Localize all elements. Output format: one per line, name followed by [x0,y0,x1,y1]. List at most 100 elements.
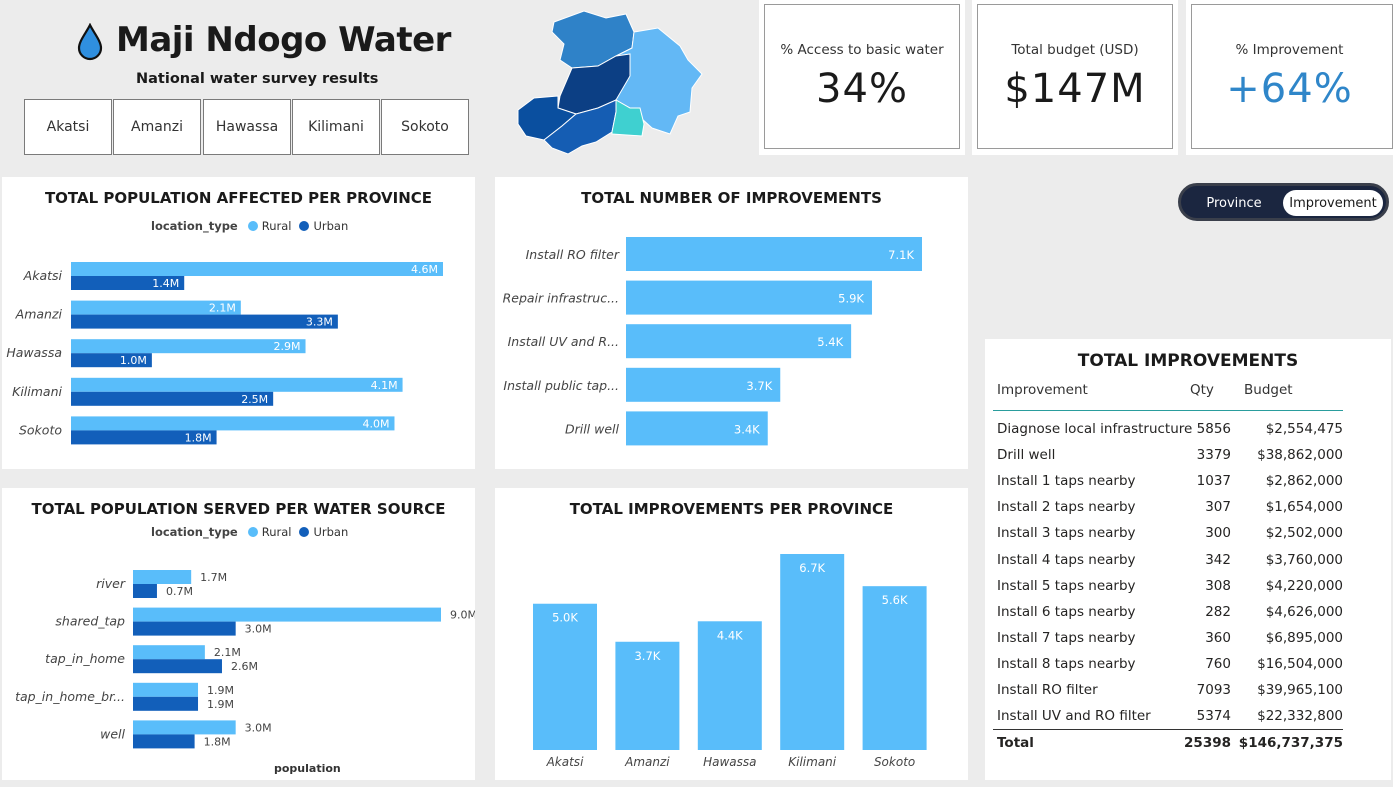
data-label: 3.7K [746,379,772,393]
table-header-budget[interactable]: Budget [1244,382,1293,398]
map-region-highlight[interactable] [611,99,645,137]
data-label: 0.7M [166,585,193,598]
chart-province-plot: 5.0K Akatsi 3.7K Amanzi 4.4K Hawassa 6.7K Kilim… [533,554,927,769]
row-budget: $39,965,100 [1257,682,1343,698]
bar-rural[interactable] [133,720,236,735]
bar-urban[interactable] [133,584,157,598]
slicer-sokoto[interactable]: Sokoto [381,99,469,155]
data-label: 1.9M [207,684,234,697]
table-row[interactable]: Diagnose local infrastructure 5856 $2,554,… [997,417,1343,443]
table-row[interactable]: Drill well 3379 $38,862,000 [997,443,1343,469]
table-row[interactable]: Install 1 taps nearby 1037 $2,862,000 [997,469,1343,495]
table-row[interactable]: Install 7 taps nearby 360 $6,895,000 [997,626,1343,652]
y-tick-label: river [96,576,126,591]
bar-urban[interactable] [71,314,338,329]
bar[interactable] [626,411,768,446]
legend-title: location_type [151,219,238,233]
bar-urban[interactable] [71,391,274,406]
legend-urban-label: Urban [313,219,349,233]
row-budget: $38,862,000 [1257,447,1343,464]
data-label: 3.0M [245,623,272,636]
chart-served-plot: river 1.7M 0.7M shared_tap 9.0M 3.0M tap_in_ho… [15,570,475,749]
data-label: 5.9K [838,292,864,306]
y-tick-label: shared_tap [55,614,125,629]
kpi-access-border [764,4,960,149]
table-header-improvement[interactable]: Improvement [997,382,1088,398]
province-map[interactable] [512,8,708,158]
bar[interactable] [615,641,680,750]
bar-rural[interactable] [71,377,403,392]
bar[interactable] [862,586,927,750]
table-row[interactable]: Install 4 taps nearby 342 $3,760,000 [997,548,1343,574]
bar[interactable] [626,367,781,402]
table-row[interactable]: Install RO filter 7093 $39,965,100 [997,678,1343,704]
y-tick-label: Kilimani [12,384,62,399]
row-improvement: Install RO filter [997,682,1098,698]
slicer-amanzi[interactable]: Amanzi [113,99,201,155]
bar-urban[interactable] [71,353,152,368]
view-toggle[interactable]: Province Improvement [1178,183,1389,221]
row-improvement: Install 4 taps nearby [997,551,1136,568]
toggle-improvement[interactable]: Improvement [1283,190,1383,216]
slicer-hawassa[interactable]: Hawassa [203,99,291,155]
legend-rural-label: Rural [261,525,292,539]
table-row[interactable]: Install 5 taps nearby 308 $4,220,000 [997,574,1343,600]
bar[interactable] [697,621,762,750]
row-budget: $4,626,000 [1265,603,1343,620]
kpi-budget-label: Total budget (USD) [1011,42,1139,58]
bar-rural[interactable] [133,682,199,697]
legend-urban-label: Urban [313,525,349,539]
y-tick-label: Install public tap... [503,378,619,393]
bar-rural[interactable] [133,570,192,584]
bar[interactable] [626,280,872,315]
bar-rural[interactable] [71,300,241,315]
chart-improvements-panel: TOTAL NUMBER OF IMPROVEMENTS Install RO … [495,177,968,469]
bar-rural[interactable] [71,416,395,431]
bar-urban[interactable] [133,734,195,749]
row-improvement: Install 1 taps nearby [997,473,1136,490]
bar-urban[interactable] [133,696,199,711]
legend-urban-swatch [299,221,310,231]
bar[interactable] [780,554,845,750]
total-budget: $146,737,375 [1238,735,1343,751]
toggle-province[interactable]: Province [1206,195,1262,211]
slicer-kilimani[interactable]: Kilimani [292,99,380,155]
bar-urban[interactable] [71,430,217,445]
table-row[interactable]: Install 3 taps nearby 300 $2,502,000 [997,521,1343,547]
row-qty: 7093 [1196,682,1231,698]
app-subtitle: National water survey results [136,71,379,87]
table-row[interactable]: Install 6 taps nearby 282 $4,626,000 [997,600,1343,626]
y-tick-label: tap_in_home_br... [15,689,125,704]
data-label: 2.1M [214,646,241,659]
bar-urban[interactable] [71,276,185,290]
slicer-akatsi[interactable]: Akatsi [24,99,112,155]
bar-rural[interactable] [133,607,441,622]
bar[interactable] [626,237,922,271]
row-improvement: Install 8 taps nearby [997,655,1136,672]
bar-rural[interactable] [71,262,443,276]
data-label: 1.4M [152,277,179,290]
legend-rural-swatch [247,527,258,537]
row-qty: 300 [1205,525,1231,542]
chart-improvements-title: TOTAL NUMBER OF IMPROVEMENTS [581,189,882,207]
map-region-hawassa[interactable] [543,99,617,155]
data-label: 9.0M [450,609,475,622]
bar-rural[interactable] [71,339,306,354]
bar-urban[interactable] [133,659,222,674]
water-drop-icon [77,23,103,61]
y-tick-label: Hawassa [6,345,62,360]
bar[interactable] [626,324,852,359]
data-label: 6.7K [799,561,825,575]
table-row[interactable]: Install 2 taps nearby 307 $1,654,000 [997,495,1343,521]
table-header-qty[interactable]: Qty [1190,382,1214,398]
bar-rural[interactable] [133,645,205,660]
bar-urban[interactable] [133,621,236,636]
bar[interactable] [533,603,597,750]
chart-served-legend: location_type Rural Urban [151,525,348,539]
table-row[interactable]: Install 8 taps nearby 760 $16,504,000 [997,652,1343,678]
row-improvement: Diagnose local infrastructure [997,421,1193,437]
data-label: 5.0K [552,611,578,625]
x-tick-label: Hawassa [703,755,756,769]
table-row[interactable]: Install UV and RO filter 5374 $22,332,800 [997,704,1343,730]
chart-served-xlabel: population [274,762,341,775]
